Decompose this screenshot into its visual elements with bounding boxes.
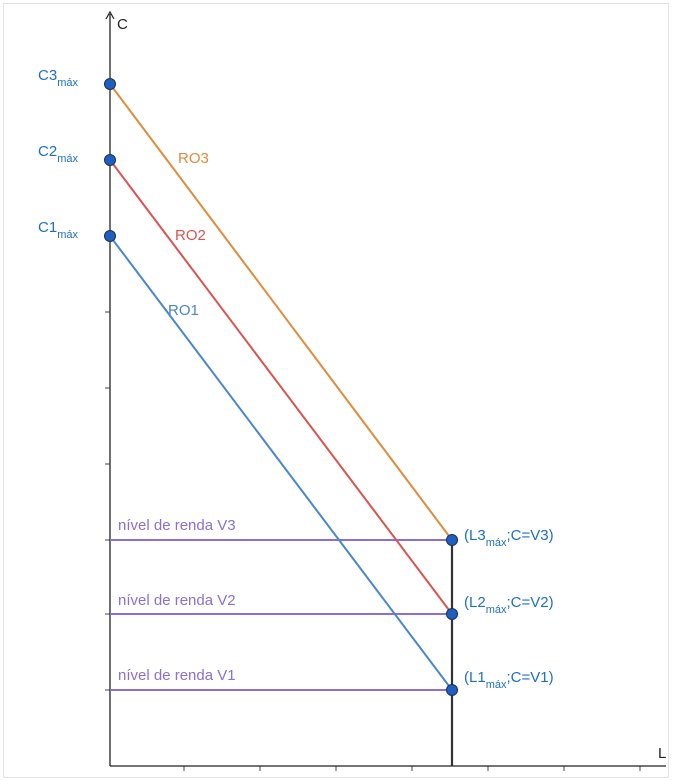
- renda-label-v3: nível de renda V3: [118, 517, 236, 534]
- c2-max-base: C2: [38, 143, 57, 160]
- points: [104, 78, 458, 696]
- l3-max-close: ;C=V3): [506, 527, 553, 544]
- x-axis-ticks: [183, 766, 641, 771]
- c3-max-sub: máx: [57, 77, 78, 89]
- l3-max-label: (L3máx;C=V3): [464, 527, 554, 549]
- l2-max-open: (L2: [464, 594, 486, 611]
- y-axis-arrow-icon: [105, 10, 115, 20]
- ro3-line: [109, 83, 453, 541]
- y-axis-label: C: [117, 16, 128, 33]
- c1-max-base: C1: [38, 219, 57, 236]
- l3-max-open: (L3: [464, 527, 486, 544]
- l2-max-sub: máx: [486, 604, 507, 616]
- renda-label-v1: nível de renda V1: [118, 667, 236, 684]
- ro3-label: RO3: [178, 150, 209, 167]
- point-c2-max: [104, 154, 116, 166]
- ro2-line: [109, 159, 453, 615]
- c3-max-label: C3máx: [38, 67, 78, 89]
- diagram-frame: [3, 3, 669, 778]
- c1-max-sub: máx: [57, 229, 78, 241]
- l1-max-open: (L1: [464, 669, 486, 686]
- l2-max-close: ;C=V2): [506, 594, 553, 611]
- c1-max-label: C1máx: [38, 219, 78, 241]
- l3-max-sub: máx: [486, 537, 507, 549]
- c2-max-label: C2máx: [38, 143, 78, 165]
- l1-max-close: ;C=V1): [506, 669, 553, 686]
- point-c3-max: [104, 78, 116, 90]
- ro1-line: [109, 235, 453, 691]
- l2-max-label: (L2máx;C=V2): [464, 594, 554, 616]
- ro2-label: RO2: [175, 227, 206, 244]
- c3-max-base: C3: [38, 67, 57, 84]
- c2-max-sub: máx: [57, 153, 78, 165]
- l1-max-sub: máx: [486, 679, 507, 691]
- ro1-label: RO1: [168, 302, 199, 319]
- l1-max-label: (L1máx;C=V1): [464, 669, 554, 691]
- point-l3-max: [446, 534, 458, 546]
- point-l2-max: [446, 608, 458, 620]
- renda-label-v2: nível de renda V2: [118, 592, 236, 609]
- y-axis-ticks: [105, 83, 110, 691]
- point-l1-max: [446, 684, 458, 696]
- point-c1-max: [104, 230, 116, 242]
- x-axis-label: L: [658, 745, 666, 762]
